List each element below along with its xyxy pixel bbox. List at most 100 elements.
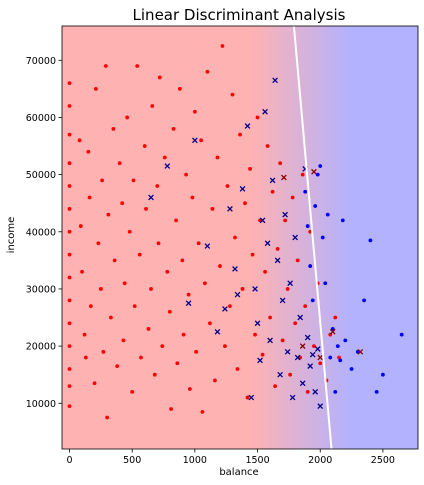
data-point (208, 321, 212, 326)
x-tick-label: 0 (66, 455, 72, 466)
data-point (139, 355, 143, 360)
data-point (250, 252, 255, 257)
data-point-x-marker (232, 266, 238, 272)
data-point (230, 92, 235, 97)
data-point (270, 189, 275, 194)
data-point (200, 409, 205, 414)
data-point (333, 315, 338, 320)
data-point (120, 201, 125, 206)
data-point (106, 212, 111, 217)
data-point (213, 378, 217, 383)
data-point (305, 224, 310, 228)
data-point-x-marker (299, 380, 306, 387)
data-point (318, 164, 323, 168)
data-point-x-marker (292, 234, 299, 241)
data-point-x-marker (269, 177, 276, 184)
data-point-x-marker (192, 137, 198, 144)
data-point (320, 235, 325, 240)
data-point-x-marker (227, 206, 233, 212)
data-point (203, 281, 207, 286)
data-point-x-marker (254, 320, 261, 327)
data-point-x-marker (317, 354, 324, 361)
data-point (374, 389, 379, 394)
x-tick-label: 500 (123, 455, 141, 466)
data-point (67, 275, 72, 280)
data-point (146, 327, 151, 331)
data-point (290, 195, 295, 200)
y-tick-label: 60000 (26, 113, 56, 124)
data-point (167, 309, 172, 314)
data-point-x-marker (234, 291, 241, 298)
data-point (243, 201, 247, 206)
data-point (121, 338, 126, 343)
data-point (220, 44, 225, 48)
data-point (87, 195, 92, 200)
data-point (162, 155, 167, 160)
data-point-x-marker (274, 257, 281, 264)
data-point-x-marker (314, 346, 321, 352)
data-point (285, 287, 290, 291)
data-point (215, 155, 220, 160)
data-point (175, 361, 180, 366)
data-point (192, 109, 197, 114)
data-point (283, 218, 288, 223)
data-point (125, 115, 130, 120)
data-point (223, 344, 227, 349)
data-point (174, 218, 178, 223)
data-point (338, 358, 343, 363)
data-point (245, 395, 250, 400)
data-point (238, 132, 242, 137)
data-point-x-marker (281, 174, 287, 181)
data-point (100, 178, 105, 183)
data-point-x-marker (164, 163, 171, 169)
decision-boundary-line (292, 26, 333, 449)
data-point-x-marker (185, 300, 192, 307)
data-point (105, 415, 110, 420)
data-point (135, 64, 140, 68)
data-point (93, 86, 98, 91)
y-axis: 10000 20000 30000 40000 50000 60000 70000 (26, 56, 62, 410)
data-point (218, 264, 222, 268)
data-point (111, 126, 116, 131)
data-point (115, 364, 120, 369)
data-point (67, 321, 72, 326)
data-point (180, 258, 185, 263)
data-point (190, 195, 195, 200)
data-point-x-marker (294, 354, 301, 361)
data-point (101, 349, 106, 354)
data-point-x-marker (264, 240, 271, 247)
data-point-x-marker (282, 211, 288, 218)
data-point-x-marker (299, 343, 306, 349)
data-point (171, 126, 176, 131)
data-point (323, 281, 328, 286)
data-point (67, 207, 72, 211)
data-point (308, 264, 313, 268)
data-point (253, 332, 257, 337)
data-point (337, 355, 341, 360)
data-point-x-marker (289, 394, 296, 401)
data-point (310, 298, 315, 303)
data-point-x-marker (272, 77, 278, 84)
data-point (325, 212, 330, 217)
data-point (288, 372, 293, 377)
data-point-x-marker (312, 388, 319, 395)
data-point (225, 184, 230, 188)
x-axis-label: balance (219, 467, 258, 478)
data-point-x-marker (357, 348, 364, 355)
data-point-x-marker (309, 351, 316, 358)
data-point-x-marker (287, 280, 294, 287)
points-layer (67, 44, 404, 420)
chart-title: Linear Discriminant Analysis (133, 6, 346, 24)
data-point (67, 161, 72, 166)
y-tick-label: 20000 (26, 342, 56, 353)
data-point (228, 304, 232, 308)
data-point-x-marker (252, 286, 258, 292)
data-point (169, 407, 173, 411)
data-point (127, 229, 132, 234)
data-point-x-marker (222, 306, 228, 312)
data-point (300, 172, 305, 177)
plot-background (62, 26, 418, 449)
data-point-x-marker (239, 186, 246, 192)
y-tick-label: 10000 (26, 399, 56, 410)
